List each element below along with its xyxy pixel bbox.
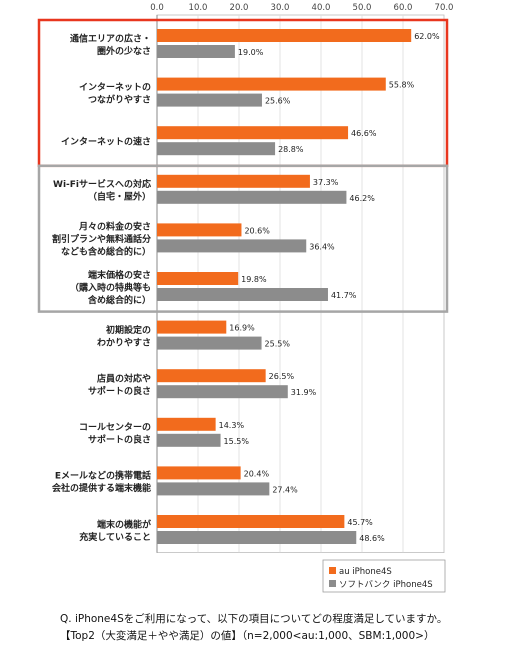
bar xyxy=(157,336,262,350)
x-tick-label: 60.0 xyxy=(394,3,413,13)
data-label: 41.7% xyxy=(331,291,357,300)
x-tick-label: 30.0 xyxy=(271,3,290,13)
category-label: 端末価格の安さ xyxy=(88,269,151,281)
bar xyxy=(157,93,262,107)
data-label: 55.8% xyxy=(389,81,415,90)
data-label: 19.0% xyxy=(238,48,264,57)
highlight-box-gray xyxy=(37,164,449,313)
category-label: コールセンターの xyxy=(79,421,151,433)
x-tick-label: 0.0 xyxy=(150,3,164,13)
data-label: 27.4% xyxy=(272,485,298,494)
x-tick-label: 10.0 xyxy=(189,3,208,13)
category-label: 端末の機能が xyxy=(97,518,152,530)
data-label: 28.8% xyxy=(278,145,304,154)
category-label: なども含め総合的に） xyxy=(61,245,151,257)
legend-swatch xyxy=(329,580,336,587)
bar xyxy=(157,223,242,237)
bar xyxy=(157,482,270,496)
category-label: 会社の提供する端末機能 xyxy=(52,482,151,494)
data-label: 20.4% xyxy=(244,469,270,478)
data-label: 19.8% xyxy=(241,275,267,284)
bar xyxy=(157,288,328,301)
bar xyxy=(157,174,310,188)
x-tick-label: 50.0 xyxy=(353,3,372,13)
bar xyxy=(157,320,227,334)
category-label: 割引プランや無料通話分 xyxy=(52,233,151,245)
bar-chart: 0.0 10.0 20.0 30.0 40.0 50.0 60.0 70.0 通信エリアの広さ・… xyxy=(37,3,454,593)
category-label: Eメールなどの携帯電話 xyxy=(55,470,151,482)
bar xyxy=(157,29,412,42)
data-label: 46.6% xyxy=(351,129,377,138)
category-label: 月々の料金の安さ xyxy=(78,220,151,232)
sample-size-caption: 【Top2（大変満足＋やや満足）の値】（n=2,000<au:1,000、SBM… xyxy=(60,630,435,642)
question-caption: Q. iPhone4Sをご利用になって、以下の項目についてどの程度満足しています… xyxy=(60,613,448,625)
data-label: 46.2% xyxy=(349,194,375,203)
x-tick-label: 70.0 xyxy=(435,3,454,13)
category-label: Wi-Fiサービスへの対応 xyxy=(53,178,151,190)
bar xyxy=(157,239,307,253)
category-label: インターネットの速さ xyxy=(61,136,151,148)
bar xyxy=(157,190,347,204)
category-label: 通信エリアの広さ・ xyxy=(70,32,151,44)
x-tick-label: 40.0 xyxy=(312,3,331,13)
category-label: 含め総合的に） xyxy=(87,294,151,306)
bar xyxy=(157,369,266,383)
bar xyxy=(157,417,216,431)
legend-label: au iPhone4S xyxy=(339,567,392,577)
category-label: つながりやすさ xyxy=(88,93,151,105)
bar xyxy=(157,531,357,544)
bar xyxy=(157,77,386,91)
data-label: 15.5% xyxy=(224,437,250,446)
category-label: わかりやすさ xyxy=(97,337,151,348)
bar xyxy=(157,515,345,528)
data-label: 31.9% xyxy=(291,388,317,397)
data-label: 48.6% xyxy=(359,534,385,543)
legend-swatch xyxy=(329,567,336,574)
category-label: 初期設定の xyxy=(106,324,151,336)
category-label: サポートの良さ xyxy=(88,385,151,397)
data-label: 16.9% xyxy=(229,324,255,333)
bar xyxy=(157,433,221,447)
legend-label: ソフトバンク iPhone4S xyxy=(339,580,433,590)
category-label: インターネットの xyxy=(79,81,151,93)
category-label: 圏外の少なさ xyxy=(97,45,151,57)
legend-box xyxy=(322,559,446,593)
category-label: （自宅・屋外） xyxy=(88,191,151,203)
data-label: 25.5% xyxy=(265,340,291,349)
data-label: 62.0% xyxy=(414,32,440,41)
bar xyxy=(157,272,239,285)
category-label: 充実していること xyxy=(79,531,151,543)
data-label: 45.7% xyxy=(347,518,373,527)
bar xyxy=(157,45,235,58)
data-label: 25.6% xyxy=(265,97,291,106)
bar xyxy=(157,142,276,156)
data-label: 20.6% xyxy=(244,226,270,235)
data-label: 26.5% xyxy=(269,372,295,381)
data-label: 37.3% xyxy=(313,178,339,187)
bar xyxy=(157,466,241,480)
bar xyxy=(157,126,349,140)
x-tick-label: 20.0 xyxy=(230,3,249,13)
category-label: （購入時の特典等も xyxy=(70,282,151,294)
data-label: 36.4% xyxy=(309,242,335,251)
data-label: 14.3% xyxy=(219,421,245,430)
category-label: 店員の対応や xyxy=(97,372,151,384)
category-label: サポートの良さ xyxy=(88,434,151,446)
bar xyxy=(157,385,288,399)
